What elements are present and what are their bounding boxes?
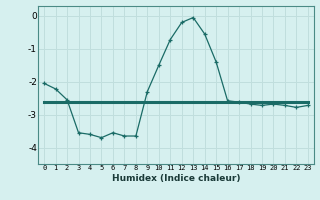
X-axis label: Humidex (Indice chaleur): Humidex (Indice chaleur) <box>112 174 240 183</box>
